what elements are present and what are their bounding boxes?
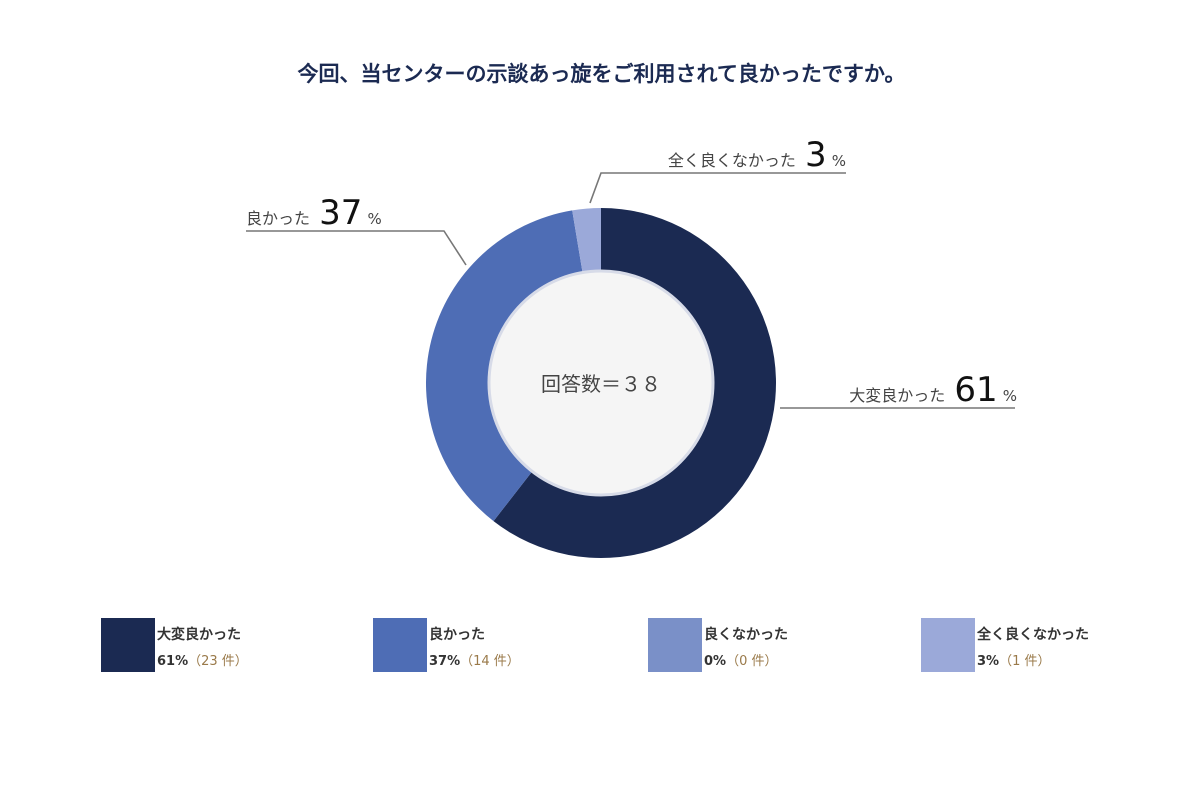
legend-label-3: 全く良くなかった bbox=[977, 627, 1089, 643]
legend-value-1: 37%（14 件） bbox=[429, 650, 520, 669]
center-label: 回答数＝３８ bbox=[541, 372, 661, 396]
donut-slice-0 bbox=[493, 208, 776, 558]
legend-value-2: 0%（0 件） bbox=[704, 650, 777, 669]
donut-hole bbox=[487, 269, 715, 497]
legend-label-1: 良かった bbox=[429, 627, 485, 643]
donut-slice-3 bbox=[572, 208, 601, 273]
callout-line-1 bbox=[246, 230, 467, 266]
legend-count-0: （23 件） bbox=[188, 654, 248, 669]
callout-label-0: 大変良かった 61 % bbox=[849, 370, 1017, 410]
legend-label-2: 良くなかった bbox=[704, 627, 788, 643]
callout-label-3: 全く良くなかった 3 % bbox=[668, 135, 846, 175]
legend-swatch-1 bbox=[373, 618, 427, 672]
callout-line-3 bbox=[589, 172, 846, 204]
legend-count-2: （0 件） bbox=[726, 654, 778, 669]
legend-swatch-2 bbox=[648, 618, 702, 672]
legend-swatch-3 bbox=[921, 618, 975, 672]
callout-label-1: 良かった 37 % bbox=[246, 193, 382, 233]
legend-percent-1: 37% bbox=[429, 654, 461, 669]
donut-slice-1 bbox=[426, 210, 583, 522]
legend-value-3: 3%（1 件） bbox=[977, 650, 1050, 669]
legend-percent-0: 61% bbox=[157, 654, 189, 669]
chart-title: 今回、当センターの示談あっ旋をご利用されて良かったですか。 bbox=[297, 62, 906, 86]
legend-percent-3: 3% bbox=[977, 654, 1000, 669]
legend-count-1: （14 件） bbox=[460, 654, 520, 669]
legend-percent-2: 0% bbox=[704, 654, 727, 669]
legend-count-3: （1 件） bbox=[999, 654, 1051, 669]
legend-swatch-0 bbox=[101, 618, 155, 672]
legend-value-0: 61%（23 件） bbox=[157, 650, 248, 669]
legend-label-0: 大変良かった bbox=[157, 627, 241, 643]
